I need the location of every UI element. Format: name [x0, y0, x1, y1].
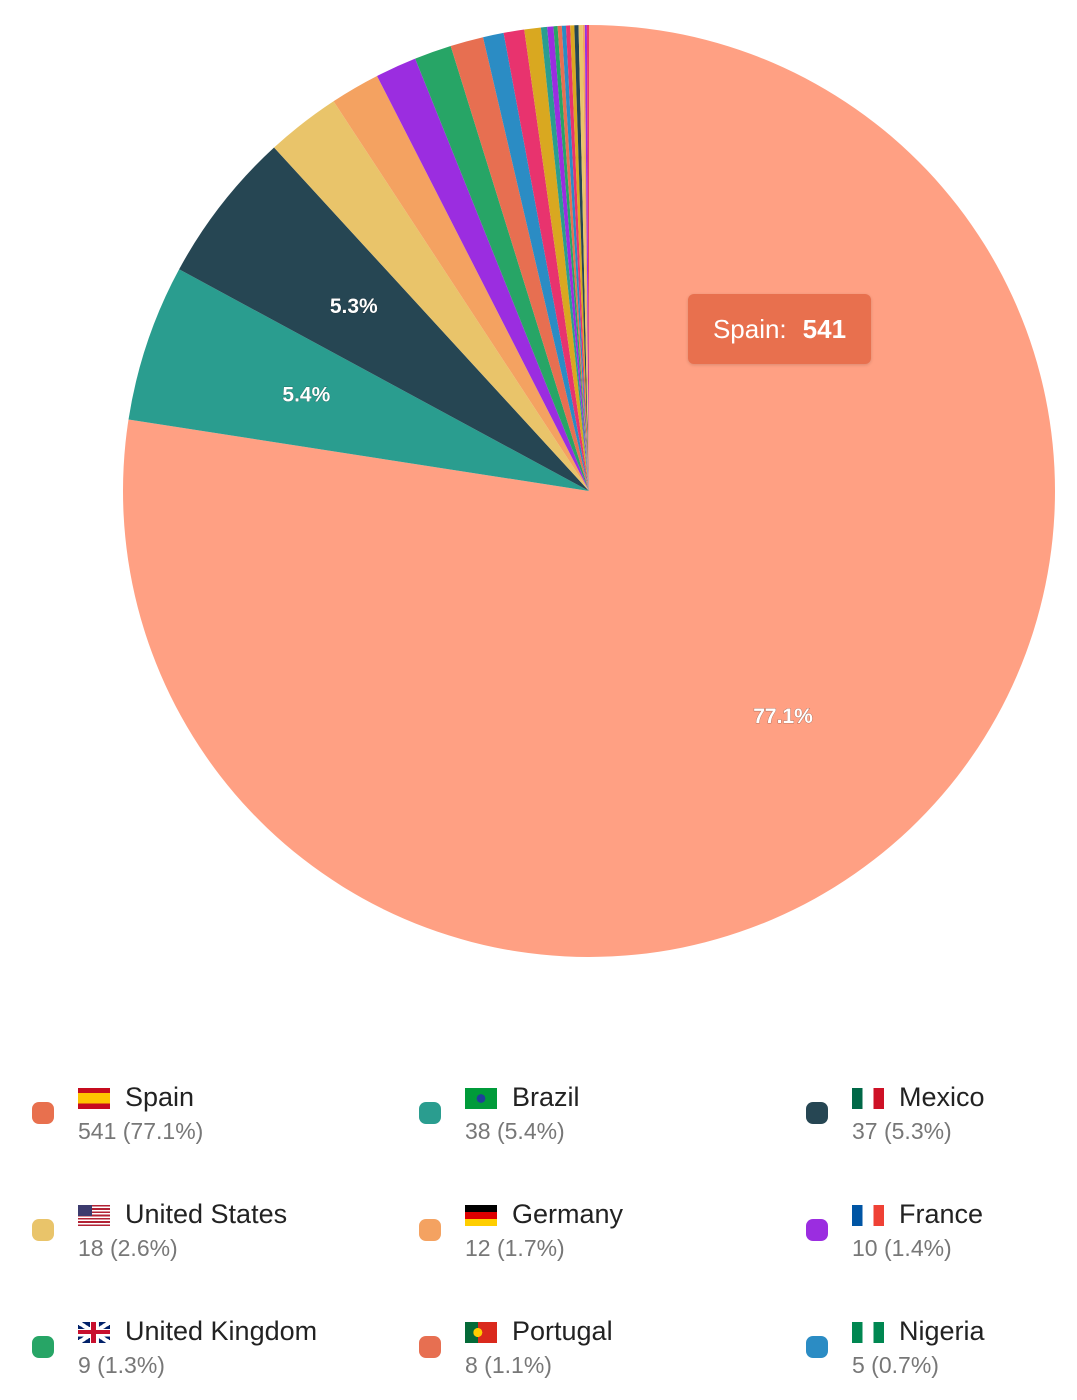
legend-name: France	[899, 1199, 984, 1229]
pie-slice-united-states[interactable]	[274, 101, 589, 491]
pie-slice[interactable]	[524, 27, 589, 492]
legend-swatch	[806, 1102, 828, 1124]
legend-name: Germany	[512, 1199, 624, 1229]
legend-value: 8 (1.1%)	[465, 1352, 552, 1378]
tooltip-value: 541	[802, 313, 847, 344]
pie-slice-united-kingdom[interactable]	[415, 45, 589, 492]
pt-flag-icon	[465, 1322, 497, 1343]
pie-slice-nigeria[interactable]	[483, 32, 589, 492]
pie-chart: 77.1% 5.4% 5.3% Spain: 541	[122, 25, 1055, 957]
legend-swatch	[419, 1336, 441, 1358]
legend-value: 10 (1.4%)	[852, 1235, 952, 1261]
legend-item-brazil[interactable]: Brazil 38 (5.4%)	[419, 1080, 759, 1160]
pie-slice[interactable]	[553, 26, 589, 491]
slice-label: 5.4%	[282, 383, 330, 406]
legend-swatch	[32, 1102, 54, 1124]
pie-slice[interactable]	[578, 25, 589, 491]
legend: Spain 541 (77.1%) Brazil 38 (5.4%) Mexic…	[0, 1060, 1077, 1400]
legend-name: Spain	[125, 1082, 195, 1112]
pie-slice[interactable]	[584, 25, 589, 492]
pie-slice-france[interactable]	[377, 58, 589, 491]
us-flag-icon	[78, 1205, 110, 1226]
legend-value: 541 (77.1%)	[78, 1118, 204, 1144]
pie-slice[interactable]	[561, 25, 589, 491]
legend-item-united-kingdom[interactable]: United Kingdom 9 (1.3%)	[32, 1314, 372, 1394]
de-flag-icon	[465, 1205, 497, 1226]
pie-slice[interactable]	[557, 25, 589, 491]
legend-value: 12 (1.7%)	[465, 1235, 565, 1261]
legend-item-spain[interactable]: Spain 541 (77.1%)	[32, 1080, 372, 1160]
legend-item-nigeria[interactable]: Nigeria 5 (0.7%)	[806, 1314, 1077, 1394]
pie-slice[interactable]	[503, 29, 589, 491]
slice-label: 77.1%	[753, 705, 813, 728]
br-flag-icon	[465, 1088, 497, 1109]
pie-slice[interactable]	[547, 26, 589, 491]
legend-value: 37 (5.3%)	[852, 1118, 952, 1144]
legend-item-france[interactable]: France 10 (1.4%)	[806, 1197, 1077, 1277]
pie-svg: 77.1% 5.4% 5.3%	[122, 25, 1055, 957]
legend-value: 38 (5.4%)	[465, 1118, 565, 1144]
pie-slice[interactable]	[586, 25, 589, 491]
pie-slice-germany[interactable]	[333, 76, 589, 492]
legend-item-mexico[interactable]: Mexico 37 (5.3%)	[806, 1080, 1077, 1160]
legend-swatch	[419, 1102, 441, 1124]
legend-swatch	[806, 1219, 828, 1241]
legend-item-united-states[interactable]: United States 18 (2.6%)	[32, 1197, 372, 1277]
pie-slice-brazil[interactable]	[128, 269, 589, 491]
legend-swatch	[32, 1219, 54, 1241]
pie-slice-mexico[interactable]	[179, 147, 589, 492]
legend-item-germany[interactable]: Germany 12 (1.7%)	[419, 1197, 759, 1277]
tooltip: Spain: 541	[688, 294, 871, 364]
fr-flag-icon	[852, 1205, 884, 1226]
es-flag-icon	[78, 1088, 110, 1109]
legend-name: United States	[125, 1199, 288, 1229]
mx-flag-icon	[852, 1088, 884, 1109]
legend-item-portugal[interactable]: Portugal 8 (1.1%)	[419, 1314, 759, 1394]
pie-slice-spain[interactable]	[122, 25, 1055, 957]
legend-name: United Kingdom	[125, 1316, 318, 1346]
pie-slice[interactable]	[582, 25, 589, 491]
legend-name: Brazil	[512, 1082, 580, 1112]
ng-flag-icon	[852, 1322, 884, 1343]
legend-value: 18 (2.6%)	[78, 1235, 178, 1261]
tooltip-label: Spain:	[712, 313, 787, 344]
pie-slice[interactable]	[570, 25, 589, 492]
legend-swatch	[419, 1219, 441, 1241]
legend-swatch	[32, 1336, 54, 1358]
legend-name: Mexico	[899, 1082, 985, 1112]
pie-slice-portugal[interactable]	[450, 37, 589, 492]
slice-label: 5.3%	[330, 295, 378, 318]
legend-name: Portugal	[512, 1316, 613, 1346]
pie-slice[interactable]	[565, 25, 589, 492]
legend-name: Nigeria	[899, 1316, 985, 1346]
legend-swatch	[806, 1336, 828, 1358]
legend-value: 9 (1.3%)	[78, 1352, 165, 1378]
gb-flag-icon	[78, 1322, 110, 1343]
legend-value: 5 (0.7%)	[852, 1352, 939, 1378]
pie-slice[interactable]	[574, 25, 589, 491]
pie-slice[interactable]	[540, 26, 589, 492]
